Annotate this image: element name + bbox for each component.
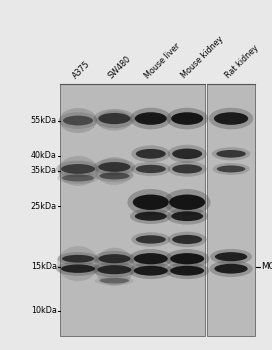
- Ellipse shape: [57, 252, 99, 265]
- Ellipse shape: [62, 255, 94, 262]
- Text: Mouse liver: Mouse liver: [143, 41, 183, 80]
- Ellipse shape: [135, 112, 167, 125]
- Ellipse shape: [94, 109, 135, 128]
- Ellipse shape: [165, 249, 209, 268]
- Ellipse shape: [95, 276, 134, 286]
- Ellipse shape: [98, 254, 130, 263]
- Text: 25kDa: 25kDa: [31, 202, 57, 211]
- Ellipse shape: [135, 212, 167, 221]
- Ellipse shape: [94, 251, 135, 266]
- Ellipse shape: [168, 232, 207, 247]
- Ellipse shape: [61, 265, 95, 273]
- Ellipse shape: [99, 278, 129, 284]
- Text: SW480: SW480: [107, 54, 133, 80]
- Ellipse shape: [164, 189, 211, 215]
- Text: 35kDa: 35kDa: [31, 167, 57, 175]
- Ellipse shape: [209, 260, 253, 277]
- Ellipse shape: [99, 173, 129, 180]
- Ellipse shape: [57, 246, 99, 281]
- Ellipse shape: [136, 165, 166, 173]
- Text: Rat kidney: Rat kidney: [224, 43, 260, 80]
- Ellipse shape: [165, 262, 209, 279]
- Text: 10kDa: 10kDa: [31, 306, 57, 315]
- Ellipse shape: [62, 174, 94, 181]
- Bar: [60, 84, 205, 336]
- Text: MCFD2: MCFD2: [261, 262, 272, 271]
- Ellipse shape: [97, 265, 131, 274]
- Ellipse shape: [94, 159, 135, 175]
- Ellipse shape: [168, 161, 207, 177]
- Text: Mouse kidney: Mouse kidney: [180, 35, 225, 80]
- Ellipse shape: [133, 195, 169, 210]
- Bar: [207, 84, 255, 336]
- Ellipse shape: [212, 147, 250, 160]
- Ellipse shape: [92, 262, 137, 278]
- Ellipse shape: [59, 108, 97, 133]
- Ellipse shape: [169, 195, 205, 210]
- Ellipse shape: [170, 253, 204, 264]
- Ellipse shape: [129, 249, 173, 268]
- Text: 40kDa: 40kDa: [31, 151, 57, 160]
- Ellipse shape: [215, 252, 247, 261]
- Ellipse shape: [172, 148, 202, 159]
- Ellipse shape: [96, 111, 132, 131]
- Ellipse shape: [58, 156, 98, 186]
- Ellipse shape: [209, 108, 253, 130]
- Ellipse shape: [166, 208, 208, 225]
- Ellipse shape: [130, 208, 172, 224]
- Ellipse shape: [214, 264, 248, 274]
- Ellipse shape: [131, 162, 170, 176]
- Ellipse shape: [98, 113, 130, 124]
- Ellipse shape: [134, 266, 168, 275]
- Ellipse shape: [56, 261, 100, 276]
- Ellipse shape: [129, 262, 173, 279]
- Ellipse shape: [214, 112, 248, 125]
- Ellipse shape: [171, 112, 203, 125]
- Ellipse shape: [210, 249, 252, 265]
- Ellipse shape: [94, 248, 134, 286]
- Text: A375: A375: [71, 59, 92, 80]
- Ellipse shape: [131, 145, 170, 162]
- Ellipse shape: [171, 211, 203, 221]
- Ellipse shape: [131, 232, 170, 247]
- Ellipse shape: [95, 157, 133, 185]
- Ellipse shape: [136, 149, 166, 159]
- Text: 55kDa: 55kDa: [31, 116, 57, 125]
- Ellipse shape: [98, 162, 130, 172]
- Ellipse shape: [61, 164, 95, 174]
- Ellipse shape: [217, 166, 245, 173]
- Ellipse shape: [134, 253, 168, 264]
- Ellipse shape: [212, 163, 250, 175]
- Ellipse shape: [172, 235, 202, 244]
- Text: 15kDa: 15kDa: [31, 262, 57, 271]
- Ellipse shape: [63, 116, 93, 125]
- Ellipse shape: [127, 189, 174, 215]
- Ellipse shape: [136, 235, 166, 244]
- Ellipse shape: [166, 108, 208, 130]
- Ellipse shape: [56, 161, 100, 177]
- Ellipse shape: [58, 112, 98, 129]
- Ellipse shape: [172, 164, 202, 174]
- Ellipse shape: [57, 172, 99, 184]
- Ellipse shape: [130, 108, 172, 130]
- Ellipse shape: [216, 150, 246, 158]
- Ellipse shape: [170, 266, 204, 275]
- Ellipse shape: [95, 170, 134, 182]
- Ellipse shape: [168, 145, 207, 163]
